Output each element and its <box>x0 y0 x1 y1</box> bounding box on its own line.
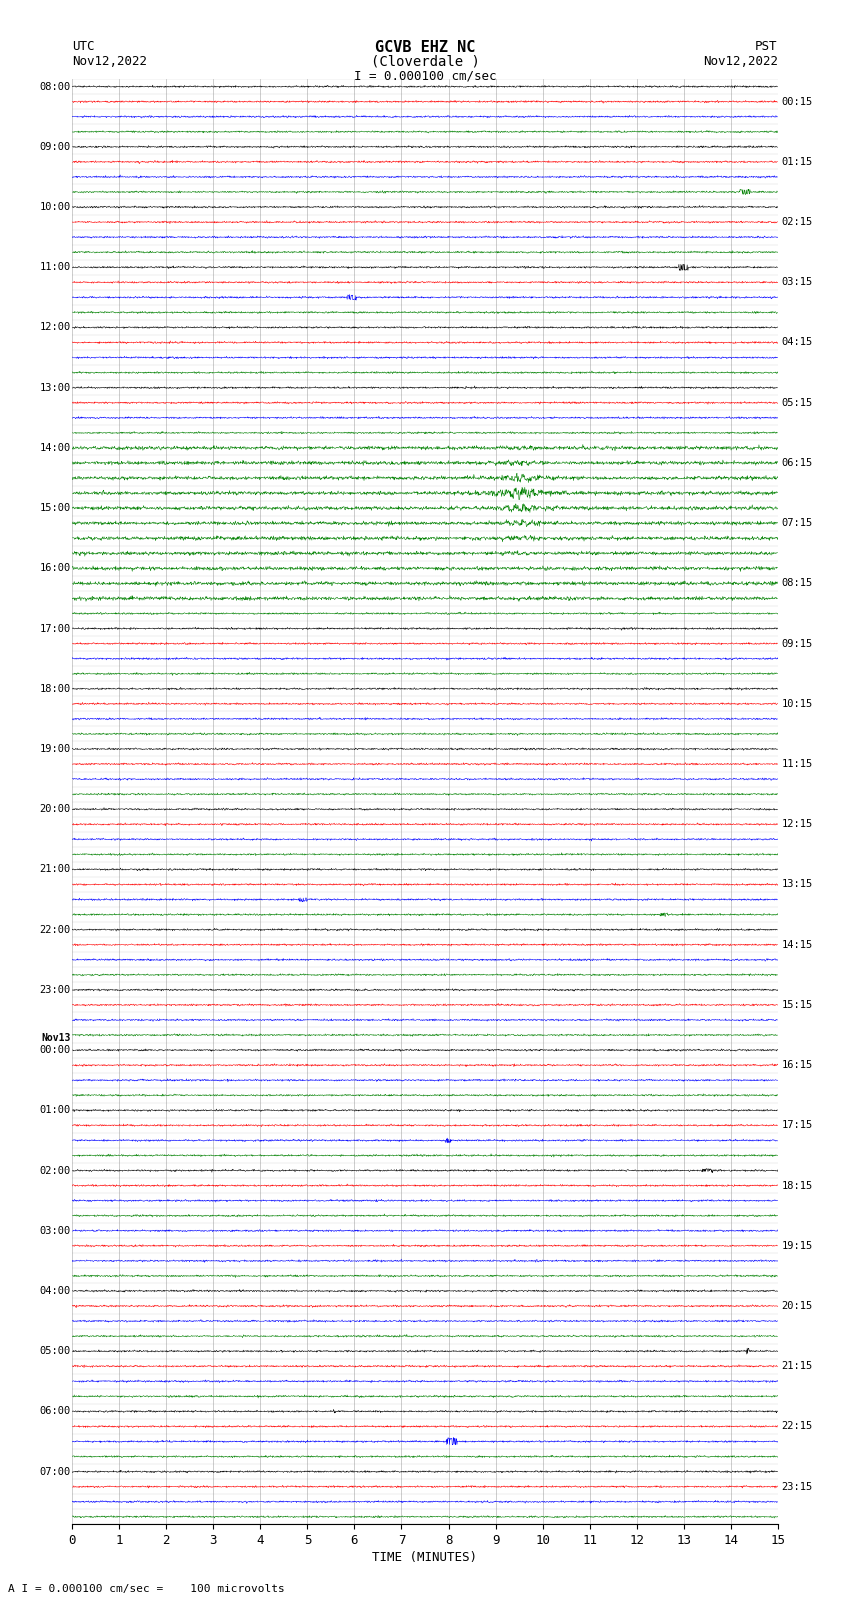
Text: 01:00: 01:00 <box>40 1105 71 1115</box>
Text: A I = 0.000100 cm/sec =    100 microvolts: A I = 0.000100 cm/sec = 100 microvolts <box>8 1584 286 1594</box>
Text: 15:00: 15:00 <box>40 503 71 513</box>
Text: 13:00: 13:00 <box>40 382 71 392</box>
Text: 16:00: 16:00 <box>40 563 71 573</box>
Text: 10:15: 10:15 <box>781 698 813 708</box>
Text: 06:00: 06:00 <box>40 1407 71 1416</box>
Text: 07:00: 07:00 <box>40 1466 71 1476</box>
Text: 20:00: 20:00 <box>40 805 71 815</box>
Text: 12:15: 12:15 <box>781 819 813 829</box>
Text: 06:15: 06:15 <box>781 458 813 468</box>
Text: 18:15: 18:15 <box>781 1181 813 1190</box>
Text: (Cloverdale ): (Cloverdale ) <box>371 55 479 69</box>
Text: 04:15: 04:15 <box>781 337 813 347</box>
Text: 05:00: 05:00 <box>40 1347 71 1357</box>
Text: 00:15: 00:15 <box>781 97 813 106</box>
Text: 19:00: 19:00 <box>40 744 71 753</box>
Text: 21:15: 21:15 <box>781 1361 813 1371</box>
Text: Nov13: Nov13 <box>42 1032 71 1044</box>
Text: 08:00: 08:00 <box>40 82 71 92</box>
Text: 14:15: 14:15 <box>781 940 813 950</box>
Text: 07:15: 07:15 <box>781 518 813 527</box>
Text: 20:15: 20:15 <box>781 1302 813 1311</box>
Text: 23:15: 23:15 <box>781 1482 813 1492</box>
Text: 09:00: 09:00 <box>40 142 71 152</box>
Text: UTC: UTC <box>72 40 94 53</box>
Text: 02:00: 02:00 <box>40 1166 71 1176</box>
Text: 05:15: 05:15 <box>781 398 813 408</box>
Text: 22:00: 22:00 <box>40 924 71 934</box>
Text: 03:15: 03:15 <box>781 277 813 287</box>
Text: 12:00: 12:00 <box>40 323 71 332</box>
Text: 01:15: 01:15 <box>781 156 813 166</box>
Text: 00:00: 00:00 <box>40 1045 71 1055</box>
Text: 04:00: 04:00 <box>40 1286 71 1295</box>
Text: 17:00: 17:00 <box>40 624 71 634</box>
Text: 11:15: 11:15 <box>781 760 813 769</box>
Text: 02:15: 02:15 <box>781 218 813 227</box>
Text: I = 0.000100 cm/sec: I = 0.000100 cm/sec <box>354 69 496 82</box>
Text: 15:15: 15:15 <box>781 1000 813 1010</box>
Text: 22:15: 22:15 <box>781 1421 813 1431</box>
Text: 14:00: 14:00 <box>40 444 71 453</box>
Text: GCVB EHZ NC: GCVB EHZ NC <box>375 40 475 55</box>
Text: 18:00: 18:00 <box>40 684 71 694</box>
Text: 10:00: 10:00 <box>40 202 71 211</box>
Text: Nov12,2022: Nov12,2022 <box>703 55 778 68</box>
Text: 23:00: 23:00 <box>40 986 71 995</box>
X-axis label: TIME (MINUTES): TIME (MINUTES) <box>372 1552 478 1565</box>
Text: 17:15: 17:15 <box>781 1121 813 1131</box>
Text: 16:15: 16:15 <box>781 1060 813 1069</box>
Text: 21:00: 21:00 <box>40 865 71 874</box>
Text: 03:00: 03:00 <box>40 1226 71 1236</box>
Text: 13:15: 13:15 <box>781 879 813 889</box>
Text: Nov12,2022: Nov12,2022 <box>72 55 147 68</box>
Text: 11:00: 11:00 <box>40 263 71 273</box>
Text: 19:15: 19:15 <box>781 1240 813 1250</box>
Text: 09:15: 09:15 <box>781 639 813 648</box>
Text: PST: PST <box>756 40 778 53</box>
Text: 08:15: 08:15 <box>781 579 813 589</box>
